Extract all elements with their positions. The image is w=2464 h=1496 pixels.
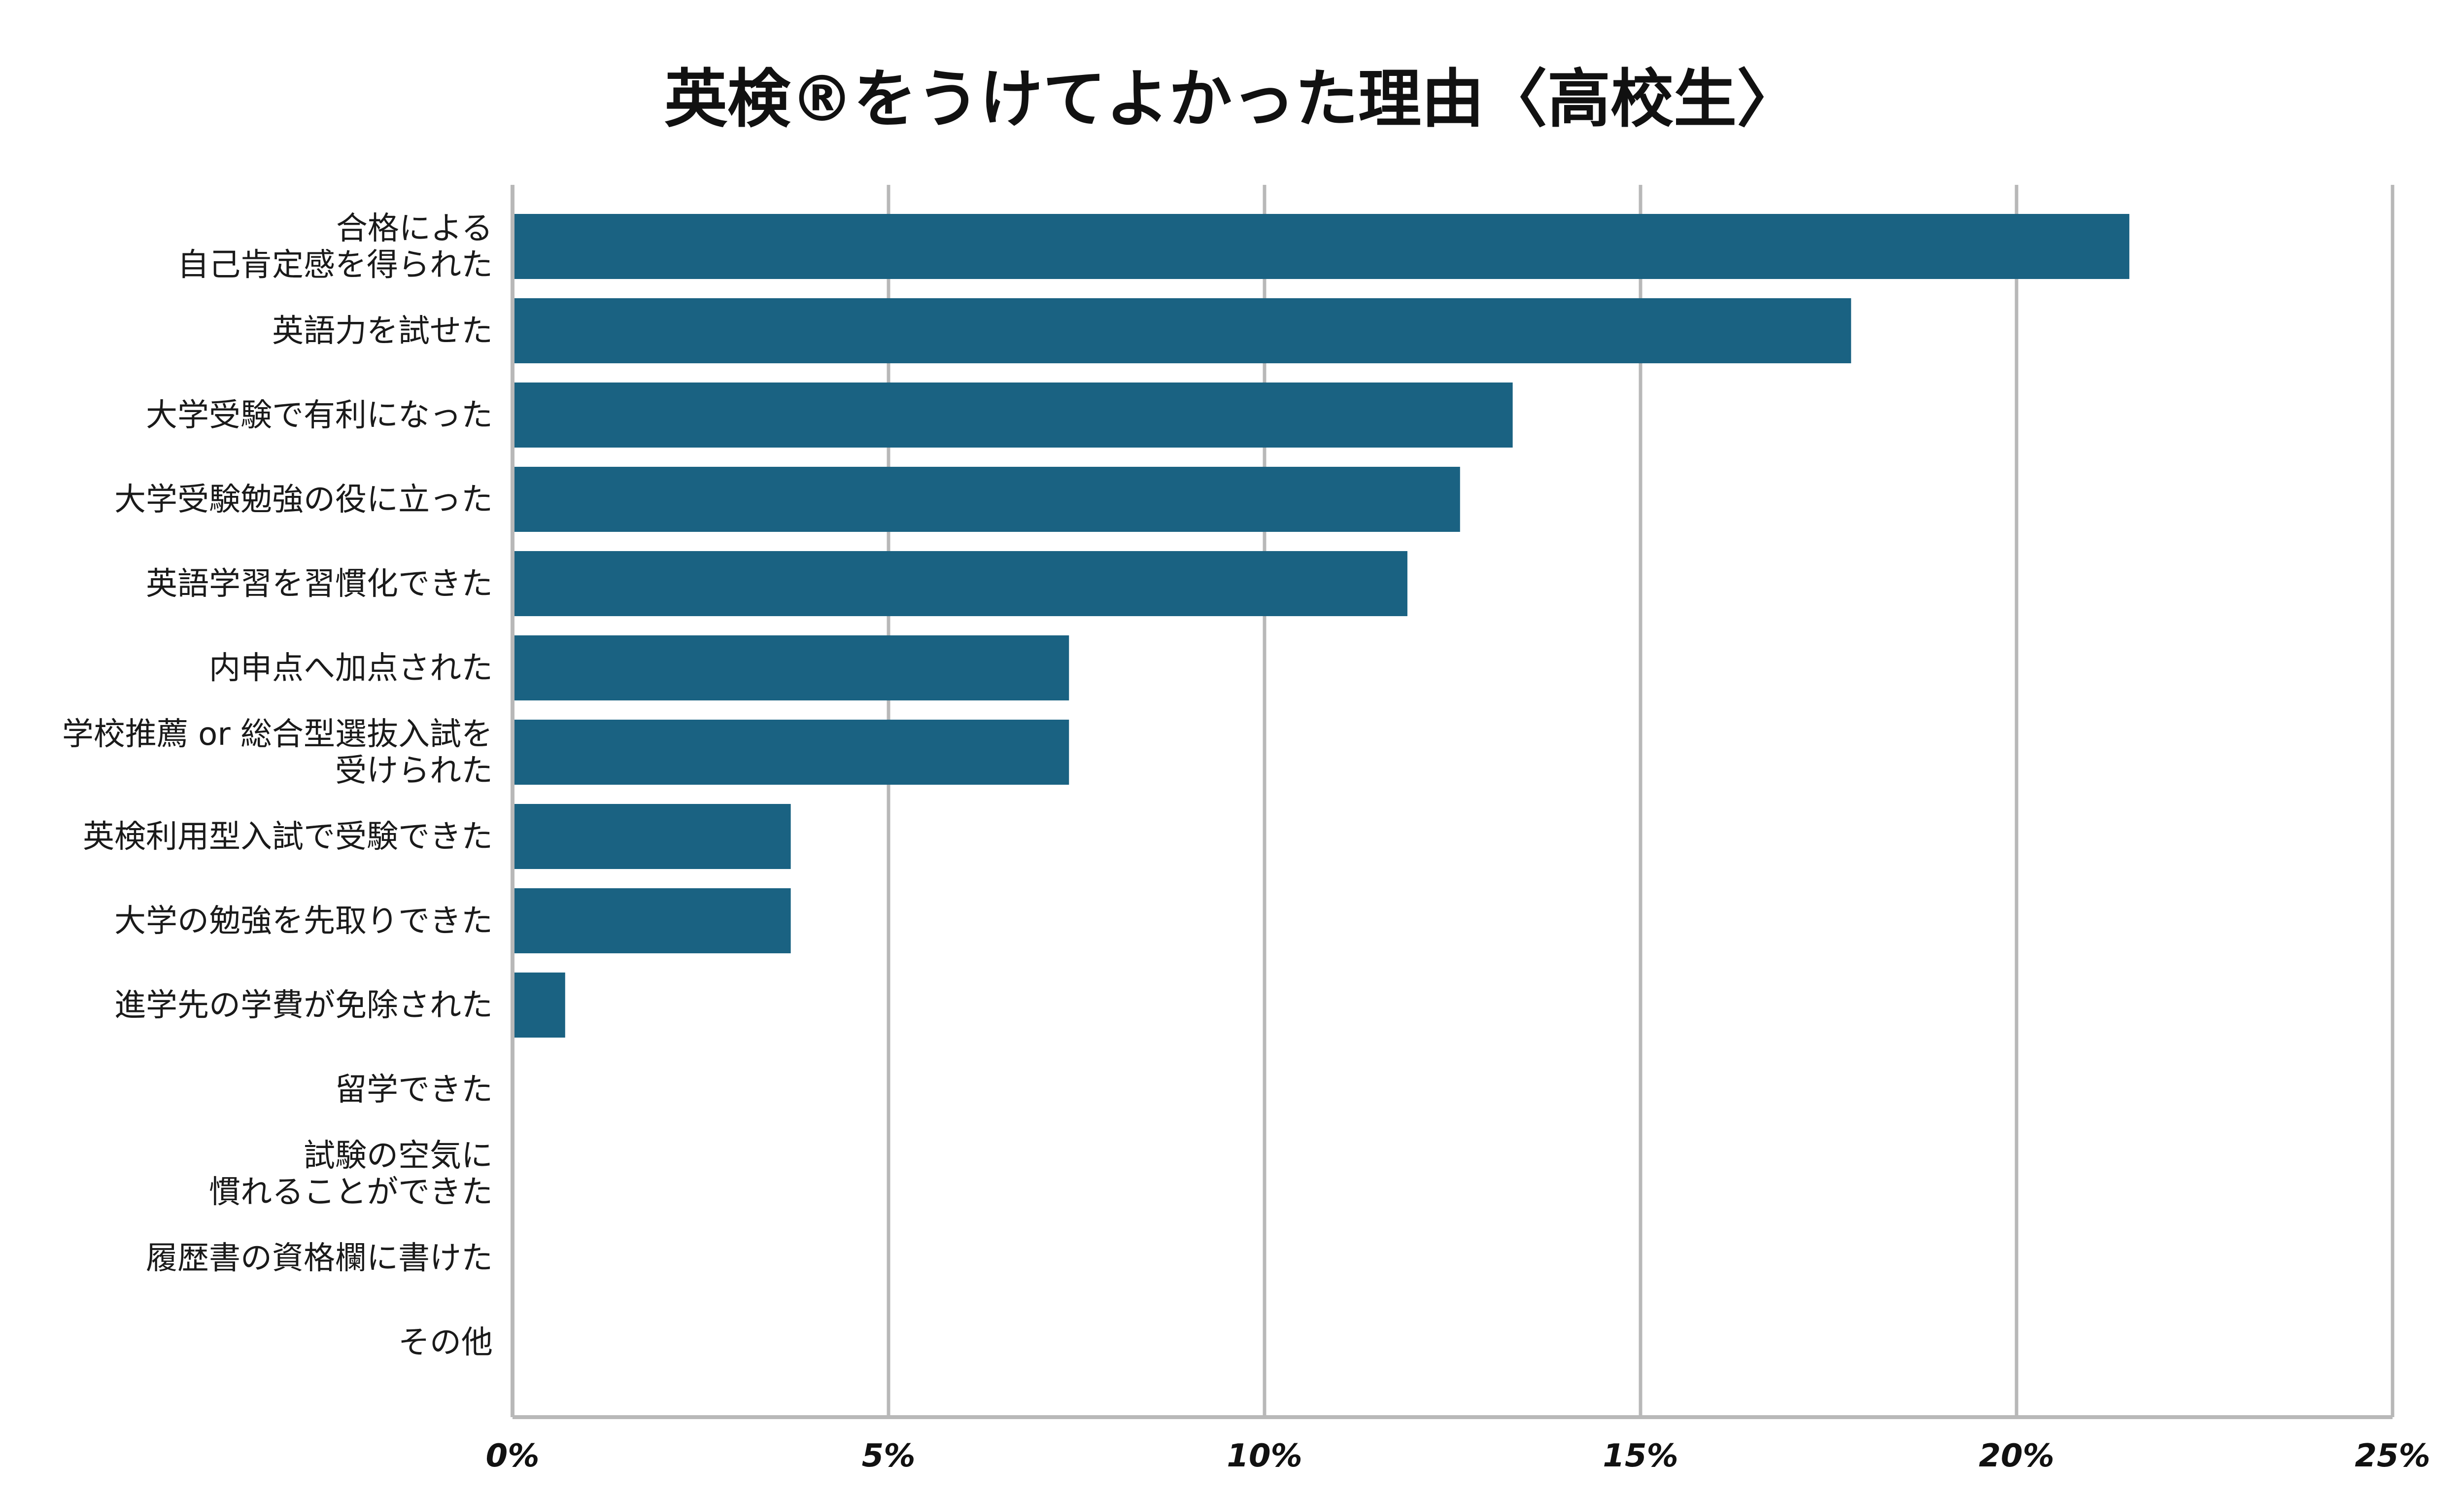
bar	[513, 888, 791, 953]
category-label-line: 慣れることができた	[209, 1174, 493, 1211]
category-label-line: 英語学習を習慣化できた	[146, 566, 493, 602]
category-label: 英語力を試せた	[272, 313, 493, 349]
bar	[513, 551, 1407, 616]
category-label-line: 自己肯定感を得られた	[177, 247, 493, 283]
bar	[513, 298, 1851, 363]
gridlines	[887, 185, 2395, 1417]
category-label-line: 内申点へ加点された	[209, 650, 493, 687]
category-label: 大学の勉強を先取りできた	[114, 903, 493, 939]
category-label-line: 英検利用型入試で受験できた	[83, 819, 493, 855]
chart-title: 英検®をうけてよかった理由〈高校生〉	[664, 63, 1800, 136]
category-label-line: 大学の勉強を先取りできた	[114, 903, 493, 939]
bar	[513, 467, 1460, 532]
category-label-line: 学校推薦 or 総合型選抜入試を	[62, 716, 493, 753]
bars	[513, 214, 2129, 1038]
category-label: 進学先の学費が免除された	[114, 987, 493, 1024]
category-label: その他	[398, 1324, 493, 1361]
category-label: 英検利用型入試で受験できた	[83, 819, 493, 855]
category-label: 大学受験勉強の役に立った	[114, 482, 493, 518]
category-label-line: 英語力を試せた	[272, 313, 493, 349]
category-label: 内申点へ加点された	[209, 650, 493, 687]
bar	[513, 383, 1513, 448]
category-label-line: 進学先の学費が免除された	[114, 987, 493, 1024]
x-tick-label: 0%	[486, 1438, 540, 1474]
category-label-line: その他	[398, 1324, 493, 1361]
category-label: 合格による自己肯定感を得られた	[177, 210, 493, 283]
category-label-line: 留学できた	[335, 1072, 493, 1108]
category-label: 履歴書の資格欄に書けた	[146, 1240, 493, 1277]
category-label-line: 履歴書の資格欄に書けた	[146, 1240, 493, 1277]
category-label: 英語学習を習慣化できた	[146, 566, 493, 602]
category-label-line: 試験の空気に	[304, 1138, 493, 1174]
bar	[513, 804, 791, 869]
axes	[511, 185, 2393, 1419]
bar	[513, 720, 1069, 785]
category-label: 試験の空気に慣れることができた	[209, 1138, 493, 1211]
bar	[513, 214, 2129, 279]
category-label-line: 受けられた	[335, 753, 493, 789]
bar	[513, 635, 1069, 700]
x-tick-labels: 0% 5% 10% 15% 20% 25%	[486, 1438, 2430, 1474]
category-label: 大学受験で有利になった	[146, 397, 493, 434]
category-label: 学校推薦 or 総合型選抜入試を受けられた	[62, 716, 493, 789]
category-label-line: 大学受験で有利になった	[146, 397, 493, 434]
bar	[513, 973, 565, 1038]
category-label-line: 合格による	[336, 210, 493, 247]
x-tick-label: 25%	[2355, 1438, 2430, 1474]
category-label-line: 大学受験勉強の役に立った	[114, 482, 493, 518]
x-tick-label: 20%	[1979, 1438, 2054, 1474]
category-label: 留学できた	[335, 1072, 493, 1108]
x-tick-label: 10%	[1227, 1438, 1302, 1474]
x-tick-label: 5%	[862, 1438, 916, 1474]
category-labels: 合格による自己肯定感を得られた英語力を試せた大学受験で有利になった大学受験勉強の…	[62, 210, 493, 1361]
x-tick-label: 15%	[1603, 1438, 1678, 1474]
